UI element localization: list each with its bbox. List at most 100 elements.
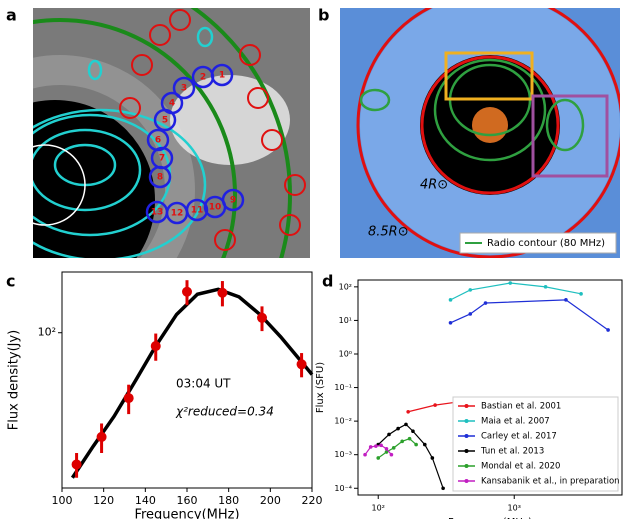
marker-circle [172, 76, 196, 100]
point [468, 312, 473, 316]
y-axis-label: Flux (SFU) [315, 362, 326, 413]
point [411, 429, 415, 434]
legend-label: Bastian et al. 2001 [481, 402, 561, 412]
legend-swatch [464, 419, 469, 423]
marker-label: 8 [157, 173, 163, 183]
point [368, 445, 373, 449]
marker-label: 10 [209, 203, 222, 213]
point [606, 328, 610, 332]
point [543, 285, 548, 289]
legend-swatch [464, 404, 469, 408]
point [374, 444, 378, 448]
marker-label: 2 [200, 73, 206, 83]
x-tick-label: 200 [260, 494, 281, 507]
point [422, 442, 427, 447]
annotation: 4R⊙ [420, 178, 448, 193]
point [257, 312, 267, 323]
series-line [377, 437, 417, 459]
x-tick-label: 160 [177, 494, 198, 507]
y-tick-label: 10¹ [339, 316, 352, 325]
point [387, 432, 391, 437]
point [579, 292, 583, 296]
y-tick-label: 10² [339, 282, 352, 291]
point [217, 287, 228, 298]
marker-label: 6 [155, 136, 161, 146]
point [414, 442, 418, 447]
legend-swatch [464, 479, 469, 483]
marker-circle [191, 65, 215, 89]
marker-circle [203, 195, 227, 219]
annotation: χ²reduced=0.34 [175, 405, 274, 419]
marker-label: 7 [159, 154, 165, 164]
annotation: 8.5R⊙ [368, 225, 409, 240]
point [441, 486, 445, 491]
point [123, 393, 134, 404]
fit-line [70, 287, 314, 479]
point [379, 443, 383, 448]
point [430, 456, 435, 460]
legend-label: Radio contour (80 MHz) [487, 238, 605, 249]
point [406, 409, 410, 414]
x-tick-label: 100 [52, 494, 73, 507]
point [433, 403, 437, 407]
point [407, 436, 412, 441]
point [363, 452, 367, 457]
y-tick-label: 10⁻² [334, 417, 352, 426]
panel-label: c [6, 272, 15, 291]
point [96, 431, 107, 442]
panel-label: b [318, 6, 329, 25]
legend-box [452, 396, 619, 492]
point [71, 459, 82, 470]
x-tick-label: 120 [93, 494, 114, 507]
annotation: 03:04 UT [176, 377, 231, 391]
marker-label: 5 [162, 116, 168, 126]
legend-label: Kansabanik et al., in preparation [481, 477, 620, 487]
point [391, 446, 396, 450]
panel-label: a [6, 6, 17, 25]
marker-circle [145, 200, 169, 224]
point [404, 422, 408, 427]
x-tick-label: 140 [135, 494, 156, 507]
y-tick-label: 10² [38, 326, 56, 339]
point [448, 320, 453, 325]
y-tick-label: 10⁰ [339, 349, 352, 358]
point [150, 341, 161, 352]
x-tick-label: 10³ [508, 504, 521, 513]
marker-label: 12 [171, 209, 184, 219]
marker-label: 13 [151, 208, 164, 218]
x-tick-label: 220 [302, 494, 323, 507]
x-tick-label: 10² [372, 504, 385, 513]
point [468, 288, 473, 292]
series-line [377, 423, 444, 489]
legend-swatch [464, 434, 469, 438]
legend-swatch [464, 464, 469, 468]
panel-label: d [322, 272, 333, 291]
y-tick-label: 10⁻¹ [334, 383, 352, 392]
marker-label: 11 [191, 206, 204, 216]
legend-label: Carley et al. 2017 [481, 432, 557, 442]
marker-label: 1 [219, 71, 225, 81]
point [564, 298, 568, 302]
x-axis-label: Frequency(MHz) [134, 508, 239, 520]
point [508, 281, 513, 285]
series-line [450, 299, 609, 331]
point [396, 426, 400, 431]
marker-circle [148, 165, 172, 189]
point [182, 286, 192, 297]
legend-label: Maia et al. 2007 [481, 417, 550, 427]
point [296, 359, 307, 370]
y-tick-label: 10⁻³ [334, 450, 352, 459]
marker-label: 3 [181, 84, 187, 94]
point [389, 452, 394, 457]
point [483, 301, 488, 305]
legend-swatch [464, 449, 469, 453]
x-tick-label: 180 [218, 494, 239, 507]
image-b: Radio contour (80 MHz) 4R⊙ 8.5R⊙ [340, 8, 620, 258]
y-axis-label: Flux density(Jy) [7, 330, 22, 431]
marker-label: 4 [169, 99, 175, 109]
legend-label: Mondal et al. 2020 [481, 462, 560, 472]
legend-label: Tun et al. 2013 [480, 447, 544, 457]
point [384, 446, 389, 451]
point [376, 456, 381, 460]
